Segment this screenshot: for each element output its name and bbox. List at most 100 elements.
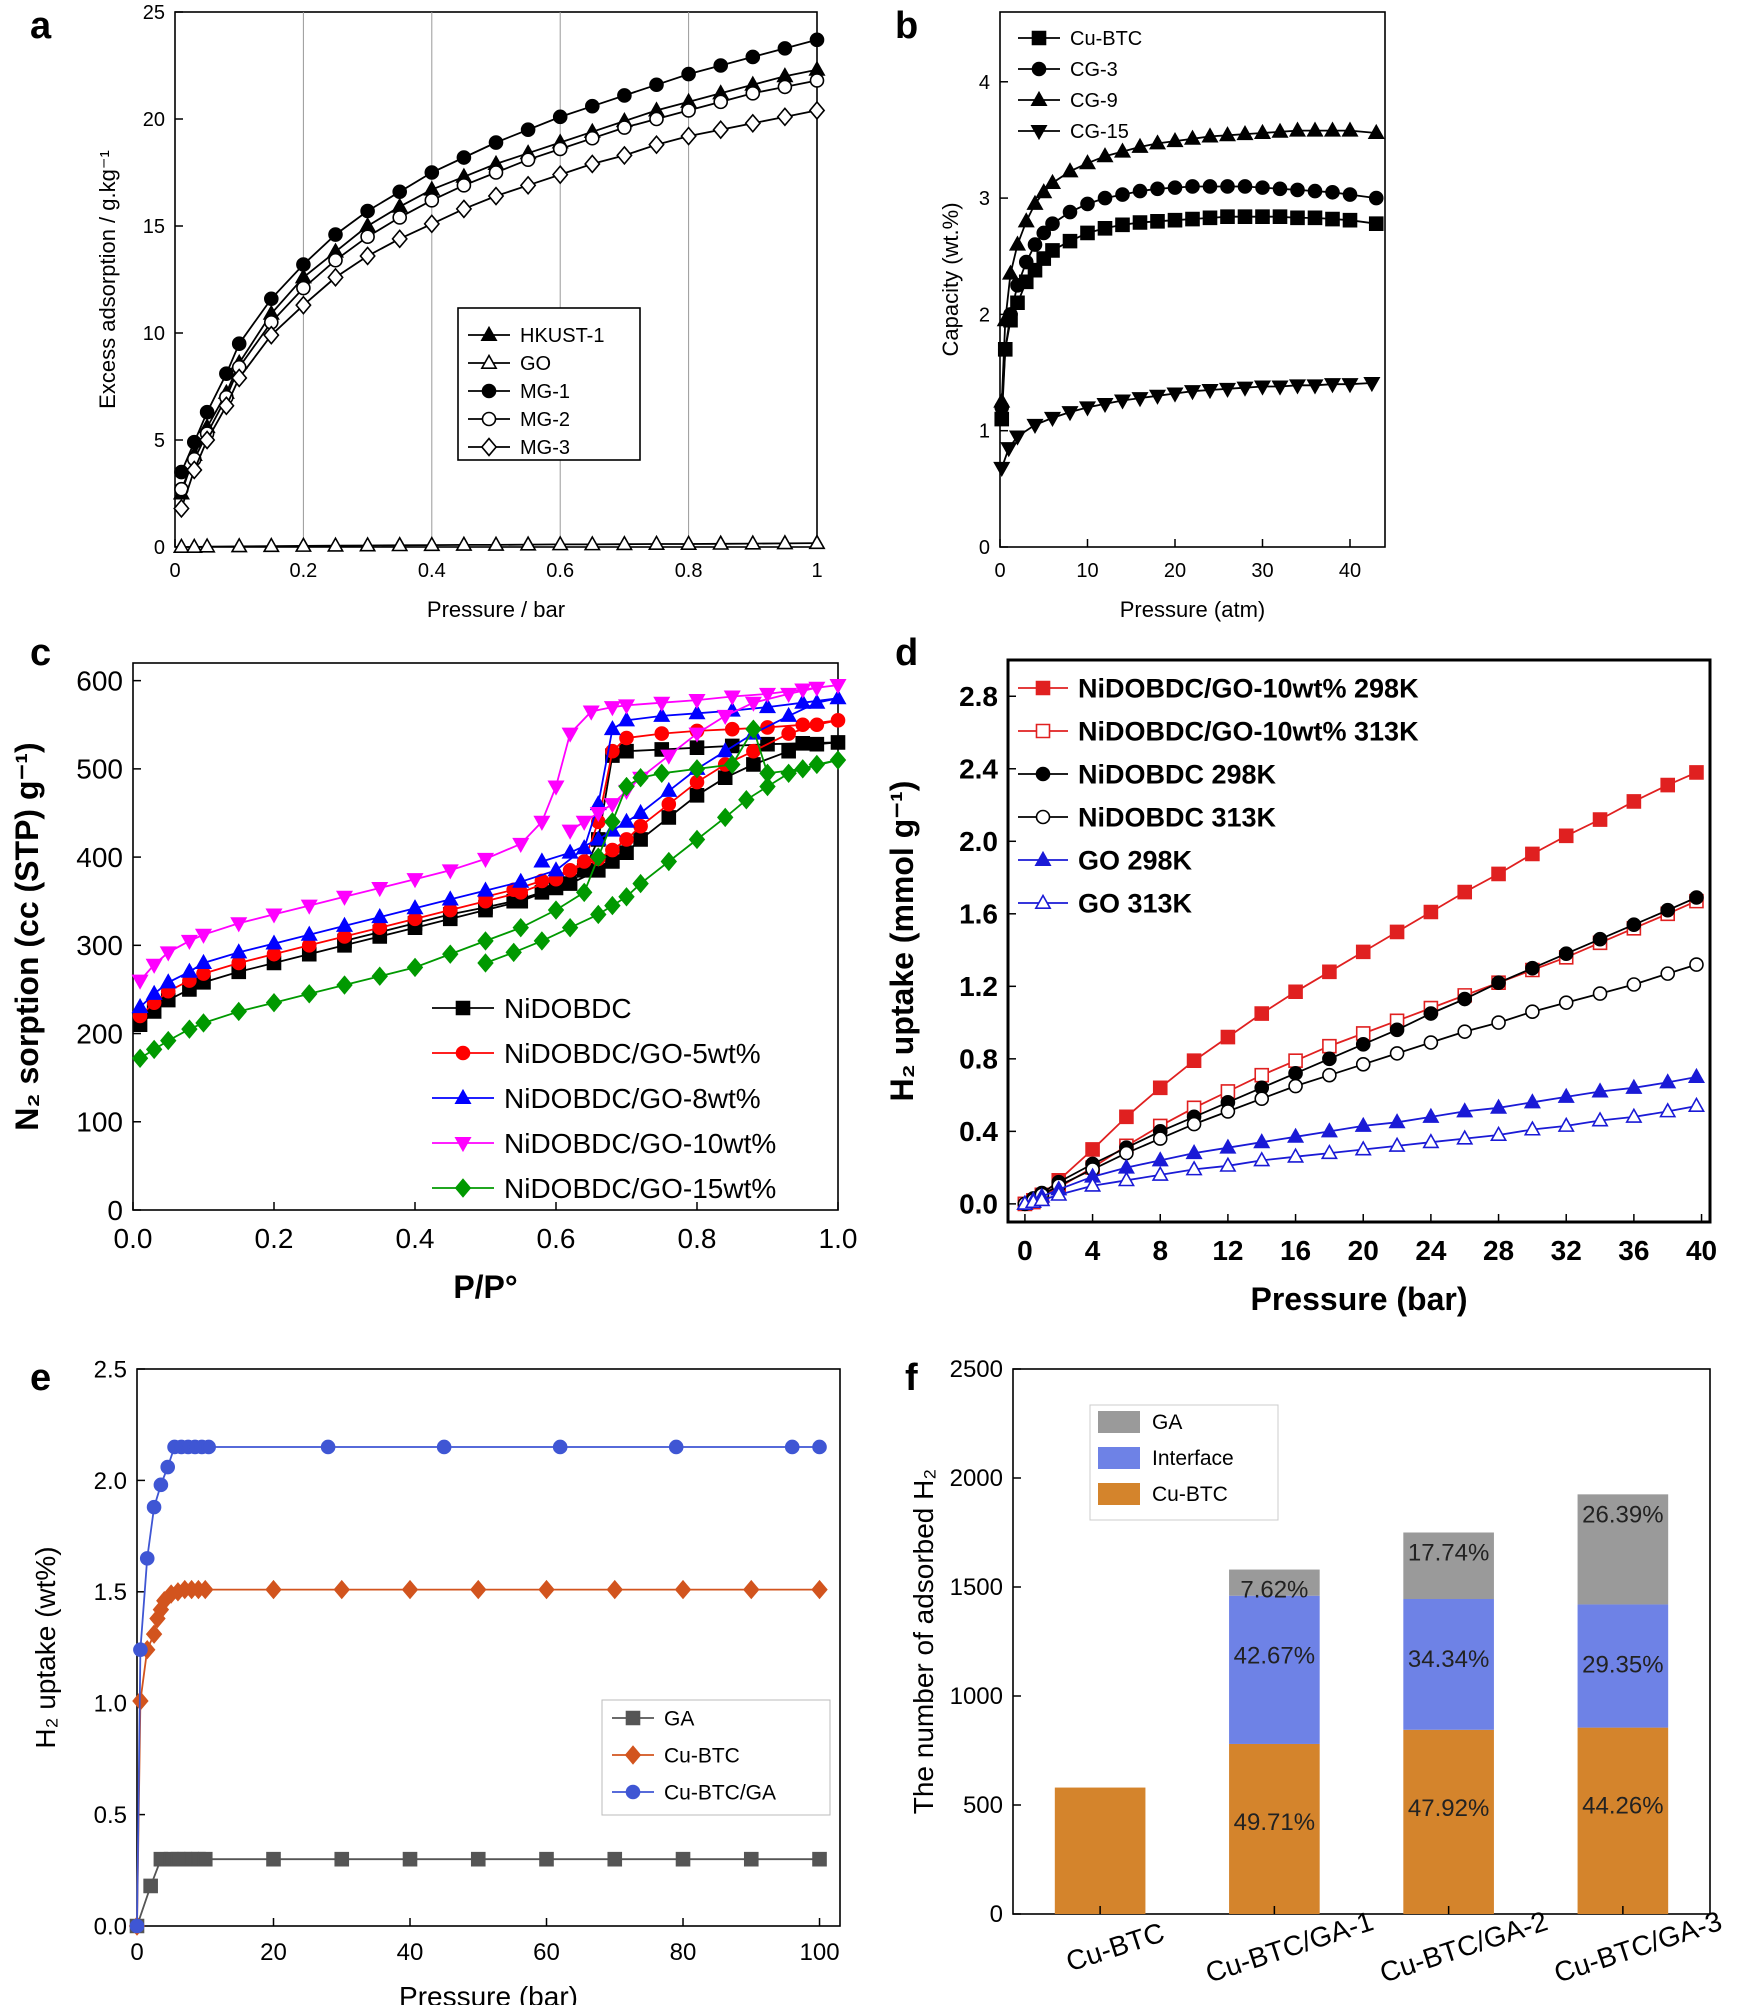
data-point [746,757,761,772]
data-point [1254,1006,1270,1021]
data-point [1202,179,1218,194]
data-point [359,246,376,266]
data-point [505,942,522,963]
data-point [401,1579,419,1600]
data-point [1288,1066,1303,1081]
data-point [552,141,568,157]
data-point [1457,1024,1473,1039]
data-point [633,818,648,834]
data-point [198,537,216,553]
data-point [1660,777,1676,793]
legend-marker [1035,723,1051,739]
data-point [795,735,811,751]
data-point [159,946,177,962]
x-tick-label: 60 [533,1939,560,1966]
y-axis-label: Capacity (wt.%) [938,202,963,356]
data-point [1689,765,1704,780]
data-point [1341,121,1359,137]
data-point [996,311,1014,327]
data-point [660,851,677,872]
data-point [794,693,812,709]
data-point [1253,123,1272,139]
legend-marker [455,1045,471,1061]
legend-marker [1031,61,1047,77]
data-point [688,759,706,779]
legend-marker [455,1000,471,1016]
y-tick-label: 1 [979,421,990,443]
data-point [1131,392,1149,408]
y-axis-label: H₂ uptake (mmol g⁻¹) [884,781,920,1102]
data-point [199,404,215,420]
data-point [1166,131,1184,148]
data-point [647,534,666,551]
data-point [441,890,459,906]
data-point [808,60,826,76]
data-point [1008,430,1027,446]
data-label: 34.34% [1408,1646,1489,1673]
legend-label: CG-3 [1070,59,1118,81]
data-point [1152,1080,1168,1096]
series [994,179,1384,415]
legend-label: MG-2 [520,409,570,431]
data-point [724,754,741,775]
data-point [230,917,248,933]
data-point [1422,1133,1440,1149]
data-point [371,907,389,924]
x-tick-label: 100 [800,1939,840,1966]
data-point [300,925,318,941]
data-point [712,534,730,550]
data-point [185,537,203,553]
data-point [808,754,826,775]
data-point [811,1579,828,1600]
data-point [477,953,494,973]
data-point [1355,944,1371,960]
data-point [1290,210,1305,226]
data-point [1202,210,1218,226]
y-tick-label: 0.8 [959,1044,998,1075]
legend-label: GO [520,353,551,375]
data-point [1388,1136,1406,1152]
legend-label: Cu-BTC/GA [664,1782,776,1805]
data-point [1078,401,1097,417]
data-point [512,837,530,853]
y-tick-label: 400 [76,842,123,873]
data-point [1659,1073,1677,1089]
data-point [512,872,530,888]
legend-label: NiDOBDC/GO-10wt% 298K [1078,674,1419,704]
data-point [547,861,565,877]
series [129,1851,827,1934]
plot-frame [136,1368,841,1927]
legend-swatch [1098,1447,1140,1469]
data-point [784,1439,800,1455]
data-point [1096,147,1114,163]
data-point [1115,187,1130,202]
data-point [808,681,826,697]
data-point [717,807,734,828]
data-point [231,368,248,388]
data-point [1201,383,1219,400]
data-point [618,776,635,797]
data-point [372,920,388,935]
y-tick-label: 0.4 [959,1116,998,1147]
y-tick-label: 1.2 [959,971,998,1002]
data-point [744,113,761,133]
data-point [1219,1156,1237,1172]
y-tick-label: 0 [107,1195,123,1226]
data-point [604,895,621,916]
data-point [301,938,317,953]
data-point [1456,1102,1474,1118]
data-point [145,1039,163,1060]
legend-label: GA [664,1708,694,1731]
data-point [519,175,537,196]
data-point [328,252,343,268]
x-tick-label: 0.8 [675,560,703,582]
y-tick-label: 2.4 [959,754,998,785]
data-point [533,852,551,868]
data-point [688,829,706,850]
data-point [1322,964,1337,980]
data-point [1288,121,1307,137]
data-point [1687,1067,1705,1083]
data-point [1062,233,1078,249]
data-point [266,1851,281,1867]
series [132,735,846,1033]
